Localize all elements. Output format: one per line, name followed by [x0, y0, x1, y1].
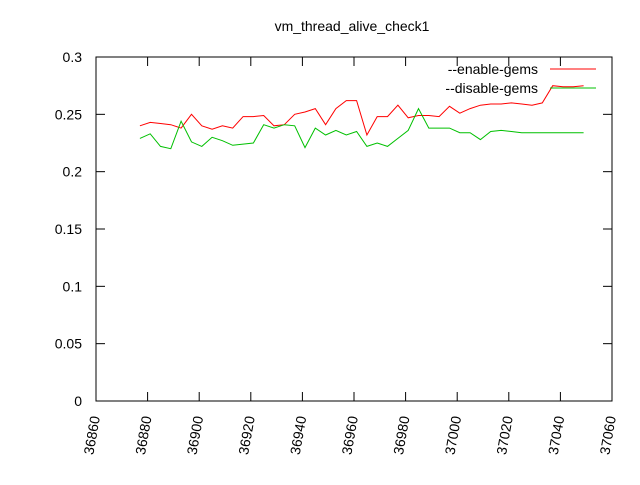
x-tick-label: 37020 [493, 415, 516, 456]
y-tick-label: 0.15 [55, 221, 82, 237]
y-tick-label: 0.25 [55, 106, 82, 122]
y-tick-label: 0 [74, 393, 82, 409]
x-tick-label: 37060 [596, 415, 619, 456]
y-tick-label: 0.05 [55, 336, 82, 352]
y-tick-label: 0.3 [63, 49, 83, 65]
series-line-1 [139, 85, 584, 137]
x-tick-label: 37000 [442, 415, 465, 456]
legend-label-1: --enable-gems [448, 61, 538, 77]
x-tick-label: 36960 [338, 415, 361, 456]
x-tick-label: 36920 [235, 415, 258, 456]
x-tick-label: 36940 [287, 415, 310, 456]
x-tick-label: 36900 [184, 415, 207, 456]
ticks: 0 0.05 0.1 0.15 0.2 0.25 0.3 36860 36880 36900 369… [55, 49, 619, 456]
y-tick-label: 0.1 [63, 278, 83, 294]
x-tick-label: 36880 [132, 415, 155, 456]
x-tick-label: 37040 [545, 415, 568, 456]
chart-title: vm_thread_alive_check1 [275, 18, 430, 34]
legend-label-2: --disable-gems [445, 80, 538, 96]
x-tick-label: 36860 [80, 415, 103, 456]
x-tick-label: 36980 [390, 415, 413, 456]
series-layer [139, 85, 584, 150]
y-tick-label: 0.2 [63, 164, 83, 180]
series-line-2 [139, 107, 584, 150]
plot-frame [95, 56, 613, 402]
axes [95, 56, 613, 402]
legend: --enable-gems --disable-gems [445, 61, 596, 96]
